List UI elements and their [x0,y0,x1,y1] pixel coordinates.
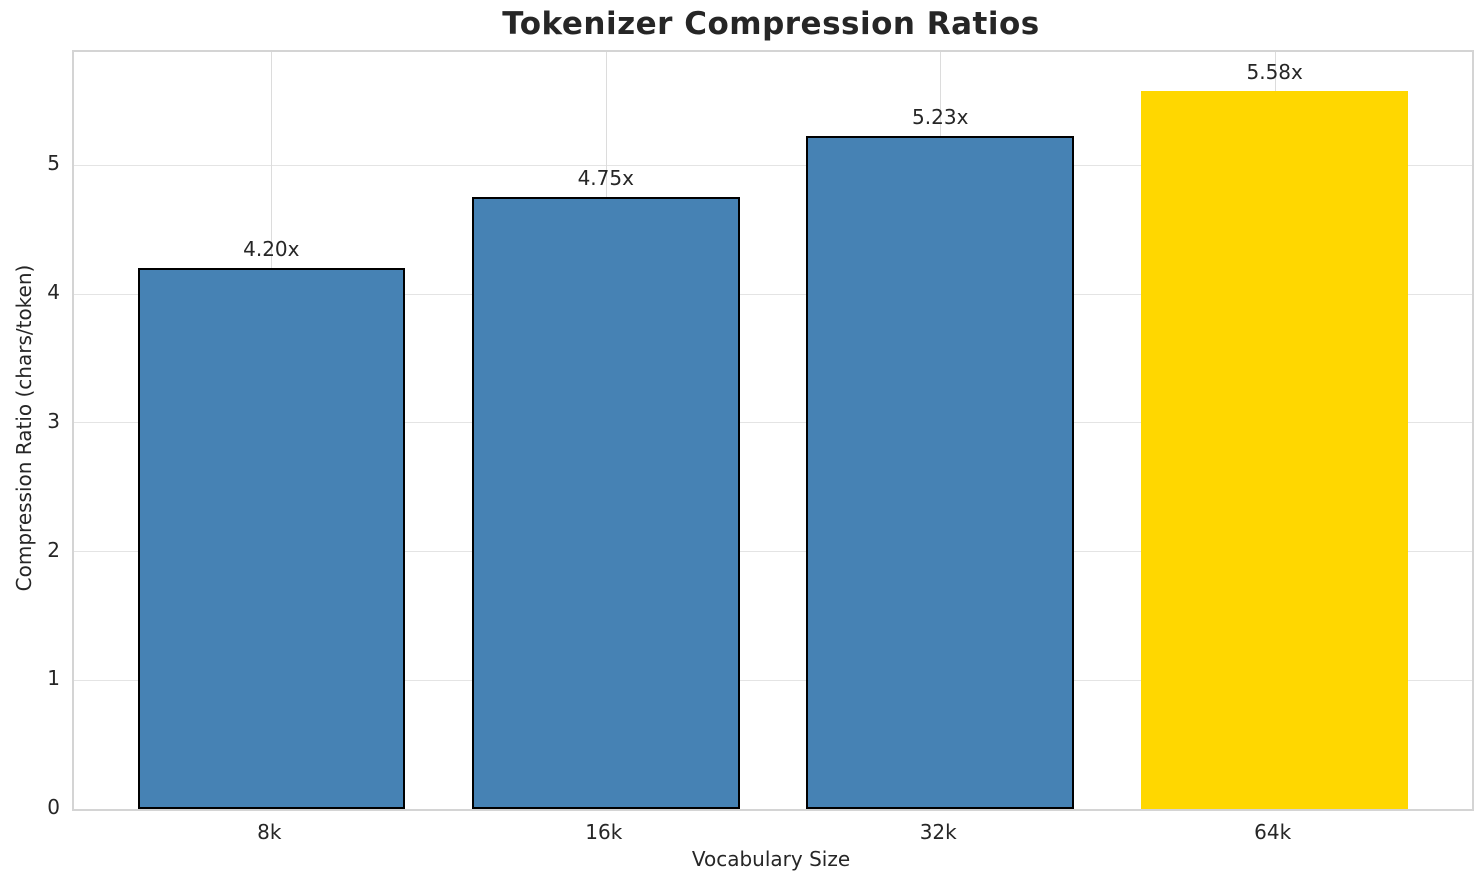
x-tick-label: 8k [257,820,282,844]
bar-32k [806,135,1074,809]
h-gridline [74,551,1472,553]
x-tick-label: 16k [585,820,623,844]
bar-value-label: 5.23x [912,104,969,129]
bar-8k [137,268,406,809]
y-tick-label: 5 [47,151,60,176]
y-tick-label: 3 [47,408,60,433]
y-tick-label: 1 [47,666,60,691]
x-tick-label: 32k [919,820,957,844]
chart-title: Tokenizer Compression Ratios [502,6,1040,42]
h-gridline [74,293,1472,295]
y-tick-label: 2 [47,537,60,562]
h-gridline [74,164,1472,166]
bar-value-label: 4.75x [577,166,634,191]
y-axis-label: Compression Ratio (chars/token) [12,264,36,592]
x-axis-label: Vocabulary Size [691,847,851,871]
bar-64k [1140,90,1409,809]
y-tick-label: 0 [47,795,60,819]
bar-value-label: 5.58x [1246,59,1303,84]
y-tick-label: 4 [47,280,60,305]
bar-16k [471,197,740,809]
h-gridline [74,422,1472,424]
plot-area: 4.20x 4.75x 5.23x 5.58x [72,50,1474,811]
x-tick-label: 64k [1254,820,1292,844]
bar-value-label: 4.20x [243,237,300,262]
h-gridline [74,679,1472,681]
